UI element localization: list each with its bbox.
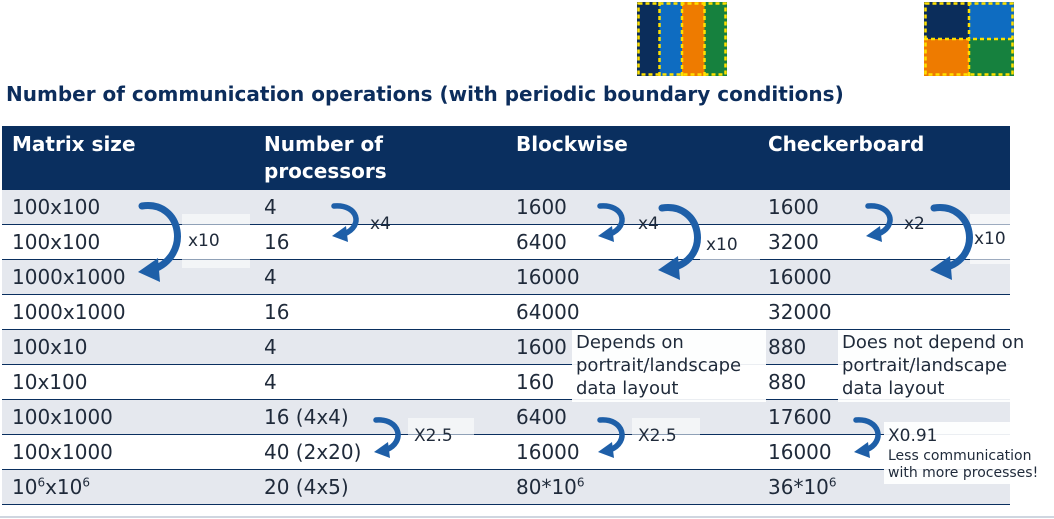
- matrix-mid: x10: [45, 475, 83, 499]
- table-row: 106x106 20 (4x5) 80*106 36*106: [2, 469, 1010, 505]
- cell-processors: 20 (4x5): [254, 469, 506, 505]
- cell-processors: 16: [254, 294, 506, 330]
- header-blockwise: Blockwise: [506, 126, 758, 190]
- cell-processors: 4: [254, 189, 506, 225]
- note-line: portrait/landscape: [576, 355, 742, 376]
- cell-processors: 4: [254, 364, 506, 400]
- cell-processors: 16: [254, 224, 506, 260]
- arrow-x4-blockwise-icon: [597, 203, 625, 242]
- note-line: data layout: [842, 378, 945, 399]
- depends-on-layout-note: Depends on portrait/landscape data layou…: [572, 330, 766, 402]
- blockwise-base: 80*10: [516, 475, 577, 499]
- x4-blockwise-label: x4: [638, 214, 659, 234]
- arrow-x4-processors-icon: [331, 203, 359, 242]
- cell-checkerboard: 1600: [758, 189, 1010, 225]
- cell-matrix-size: 106x106: [2, 469, 254, 505]
- header-matrix-size: Matrix size: [2, 126, 254, 190]
- cell-processors: 4: [254, 329, 506, 365]
- table-row: 100x100 4 1600 1600: [2, 189, 1010, 225]
- cell-checkerboard: 32000: [758, 294, 1010, 330]
- header-checkerboard: Checkerboard: [758, 126, 1010, 190]
- header-number-of-processors: Number of processors: [254, 126, 506, 190]
- x2-5-blockwise-label: X2.5: [632, 418, 700, 454]
- cell-matrix-size: 10x100: [2, 364, 254, 400]
- cell-matrix-size: 100x1000: [2, 434, 254, 470]
- arrow-x10-matrix-icon: [138, 202, 181, 282]
- arrow-x2-5-processors-icon: [373, 417, 401, 458]
- cell-checkerboard: 16000: [758, 259, 1010, 295]
- matrix-exponent-2: 6: [82, 475, 91, 490]
- table-row: 1000x1000 4 16000 16000: [2, 259, 1010, 295]
- arrow-x10-blockwise-icon: [658, 204, 701, 280]
- checkerboard-grid-icon: [924, 2, 1014, 76]
- note-line: data layout: [576, 378, 679, 399]
- table-header-row: Matrix size Number of processors Blockwi…: [2, 126, 1010, 190]
- note-line: with more processes!: [888, 465, 1039, 481]
- matrix-base: 10: [12, 475, 38, 499]
- x2-checkerboard-label: x2: [904, 214, 925, 234]
- cell-matrix-size: 1000x1000: [2, 294, 254, 330]
- blockwise-exponent: 6: [576, 475, 585, 490]
- cell-processors: 4: [254, 259, 506, 295]
- matrix-exponent: 6: [37, 475, 46, 490]
- note-line: Does not depend on: [842, 332, 1025, 353]
- arrow-x0-91-checkerboard-icon: [853, 417, 881, 458]
- cell-matrix-size: 100x1000: [2, 399, 254, 435]
- cell-blockwise: 80*106: [506, 469, 758, 505]
- note-line: portrait/landscape: [842, 355, 1008, 376]
- cell-matrix-size: 100x10: [2, 329, 254, 365]
- note-line: Less communication: [888, 448, 1032, 464]
- blockwise-strips-icon: [637, 2, 727, 76]
- checkerboard-exponent: 6: [828, 475, 837, 490]
- arrow-x2-5-blockwise-icon: [597, 417, 625, 458]
- x0-91-checkerboard-label: X0.91: [888, 426, 938, 446]
- x10-blockwise-label: x10: [700, 230, 760, 260]
- x4-processors-label: x4: [370, 214, 391, 234]
- cell-blockwise: 1600: [506, 189, 758, 225]
- x10-matrix-label: x10: [182, 214, 250, 268]
- arrow-x10-checkerboard-icon: [930, 204, 973, 280]
- checkerboard-base: 36*10: [768, 475, 829, 499]
- does-not-depend-on-layout-note: Does not depend on portrait/landscape da…: [838, 330, 1032, 402]
- cell-blockwise: 16000: [506, 259, 758, 295]
- less-communication-note: X0.91 Less communication with more proce…: [884, 422, 1048, 484]
- page-title: Number of communication operations (with…: [6, 82, 844, 106]
- bottom-divider: [0, 516, 1054, 518]
- x2-5-processors-label: X2.5: [408, 418, 474, 454]
- x10-checkerboard-label: x10: [970, 214, 1014, 264]
- table-row: 1000x1000 16 64000 32000: [2, 294, 1010, 330]
- cell-blockwise: 64000: [506, 294, 758, 330]
- note-line: Depends on: [576, 332, 684, 353]
- arrow-x2-checkerboard-icon: [865, 203, 893, 242]
